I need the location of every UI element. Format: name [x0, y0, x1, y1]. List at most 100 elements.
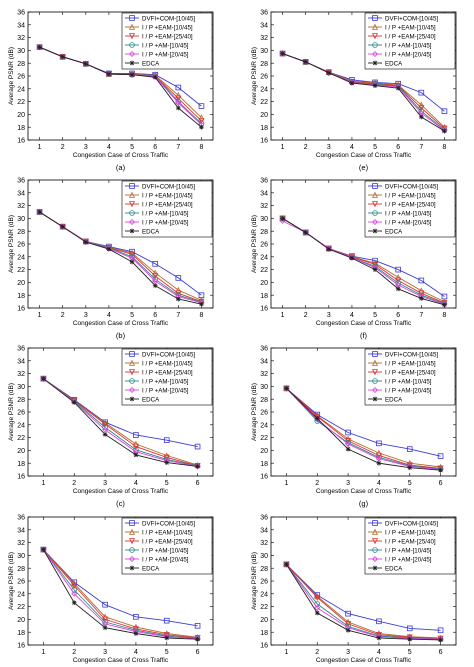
- y-tick-label: 26: [17, 410, 25, 417]
- x-tick-label: 6: [153, 312, 157, 319]
- x-tick-label: 3: [84, 144, 88, 151]
- x-tick-label: 7: [419, 312, 423, 319]
- series-line: [286, 564, 441, 631]
- legend: DVFI+COM-[10/45] I / P +EAM-[10/45] I / P …: [364, 517, 456, 575]
- data-point: [441, 108, 448, 115]
- data-point: [418, 114, 424, 120]
- series-line: [286, 564, 441, 640]
- data-point: [198, 118, 205, 125]
- legend-marker: [129, 565, 135, 571]
- x-tick-label: 1: [284, 480, 288, 487]
- legend-label: EDCA: [142, 565, 160, 572]
- data-point: [152, 261, 158, 267]
- subplot-label: (g): [359, 499, 369, 508]
- data-point: [163, 437, 170, 443]
- x-tick-label: 8: [199, 144, 203, 151]
- data-point: [303, 59, 309, 65]
- x-tick-label: 1: [38, 312, 42, 319]
- data-point: [175, 296, 181, 302]
- y-tick-label: 34: [17, 527, 25, 534]
- legend-marker: [372, 210, 378, 216]
- x-axis-label: Congestion Case of Cross Traffic: [316, 152, 412, 159]
- legend-label: EDCA: [385, 396, 403, 403]
- y-tick-label: 18: [260, 293, 268, 300]
- x-axis-label: Congestion Case of Cross Traffic: [73, 152, 169, 159]
- legend-label: I / P +EAM-[25/40]: [385, 201, 436, 208]
- data-point: [395, 277, 402, 284]
- x-tick-label: 4: [107, 312, 111, 319]
- data-point: [102, 625, 108, 631]
- series-line: [286, 564, 441, 640]
- data-point: [83, 61, 89, 67]
- legend-label: I / P +AM-[10/45]: [142, 378, 189, 385]
- data-point: [198, 114, 205, 121]
- y-tick-label: 16: [260, 474, 268, 481]
- y-tick-label: 30: [260, 384, 268, 391]
- legend-label: I / P +EAM-[25/40]: [142, 538, 193, 545]
- data-point: [418, 105, 425, 112]
- data-point: [349, 80, 355, 86]
- series-line: [286, 564, 441, 639]
- legend-label: I / P +AM-[10/45]: [385, 210, 432, 217]
- legend-label: I / P +AM-[10/45]: [385, 378, 432, 385]
- y-axis-label: Average PSNR (dB): [8, 383, 15, 441]
- x-tick-label: 8: [442, 312, 446, 319]
- legend-label: EDCA: [142, 60, 160, 67]
- legend-box: [121, 12, 213, 70]
- y-tick-label: 36: [260, 346, 268, 353]
- data-point: [71, 400, 77, 405]
- data-point: [407, 636, 413, 642]
- legend-marker: [372, 396, 378, 402]
- subplot-label: (c): [116, 499, 125, 508]
- data-point: [345, 429, 351, 436]
- data-point: [41, 547, 46, 553]
- x-tick-label: 1: [41, 480, 45, 487]
- legend-marker: [129, 396, 135, 402]
- y-tick-label: 20: [260, 112, 268, 119]
- legend-label: I / P +AM-[10/45]: [142, 210, 189, 217]
- data-point: [152, 283, 158, 288]
- y-tick-label: 30: [17, 216, 25, 223]
- y-tick-label: 24: [17, 591, 25, 598]
- x-tick-label: 2: [61, 312, 65, 319]
- y-tick-label: 36: [260, 10, 268, 17]
- y-tick-label: 18: [17, 293, 25, 300]
- data-point: [345, 446, 351, 452]
- x-tick-label: 3: [103, 649, 107, 656]
- data-point: [106, 246, 112, 252]
- legend-label: I / P +EAM-[10/45]: [142, 192, 193, 199]
- data-point: [164, 460, 170, 465]
- y-tick-label: 16: [260, 643, 268, 650]
- y-tick-label: 18: [17, 630, 25, 637]
- y-tick-label: 28: [17, 397, 25, 404]
- subplot-label: (a): [116, 163, 126, 172]
- y-tick-label: 16: [17, 138, 25, 145]
- x-tick-label: 7: [176, 144, 180, 151]
- y-tick-label: 30: [260, 553, 268, 560]
- data-point: [152, 74, 158, 80]
- series-line: [286, 387, 441, 457]
- y-tick-label: 34: [17, 22, 25, 29]
- data-point: [314, 594, 321, 601]
- y-tick-label: 24: [260, 591, 268, 598]
- y-tick-label: 28: [260, 566, 268, 573]
- legend-label: I / P +AM-[20/45]: [142, 219, 189, 226]
- data-point: [303, 230, 309, 235]
- legend-label: EDCA: [142, 228, 160, 235]
- data-point: [132, 443, 139, 450]
- legend-marker: [129, 15, 135, 21]
- legend-box: [364, 12, 456, 70]
- legend-marker: [371, 369, 379, 376]
- legend-marker: [129, 219, 135, 225]
- x-tick-label: 5: [165, 649, 169, 656]
- legend-label: I / P +AM-[10/45]: [142, 42, 189, 49]
- data-point: [163, 631, 170, 639]
- data-point: [129, 72, 135, 78]
- y-tick-label: 28: [260, 229, 268, 236]
- x-tick-label: 5: [373, 144, 377, 151]
